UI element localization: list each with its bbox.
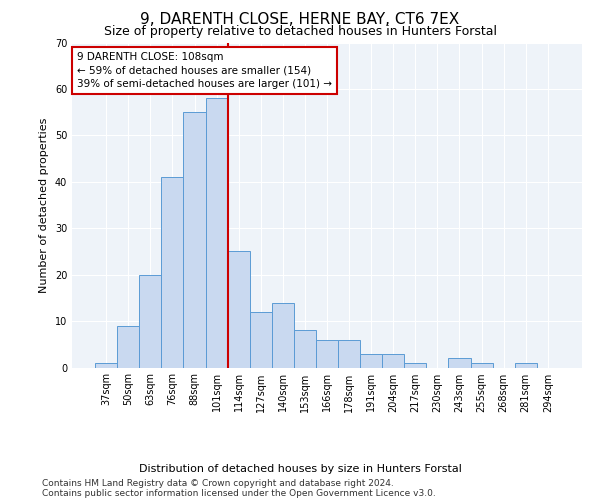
Bar [382, 354, 404, 368]
Bar [184, 112, 206, 368]
Bar [161, 177, 184, 368]
Text: Contains HM Land Registry data © Crown copyright and database right 2024.: Contains HM Land Registry data © Crown c… [42, 479, 394, 488]
Bar [338, 340, 360, 367]
Bar [448, 358, 470, 368]
Bar [95, 363, 117, 368]
Bar [404, 363, 427, 368]
Bar [294, 330, 316, 368]
Bar [272, 302, 294, 368]
Bar [117, 326, 139, 368]
Bar [206, 98, 227, 367]
Text: Contains public sector information licensed under the Open Government Licence v3: Contains public sector information licen… [42, 489, 436, 498]
Text: Size of property relative to detached houses in Hunters Forstal: Size of property relative to detached ho… [104, 25, 497, 38]
Text: 9, DARENTH CLOSE, HERNE BAY, CT6 7EX: 9, DARENTH CLOSE, HERNE BAY, CT6 7EX [140, 12, 460, 28]
Text: 9 DARENTH CLOSE: 108sqm
← 59% of detached houses are smaller (154)
39% of semi-d: 9 DARENTH CLOSE: 108sqm ← 59% of detache… [77, 52, 332, 88]
Bar [515, 363, 537, 368]
Bar [470, 363, 493, 368]
Bar [360, 354, 382, 368]
Bar [227, 252, 250, 368]
Text: Distribution of detached houses by size in Hunters Forstal: Distribution of detached houses by size … [139, 464, 461, 473]
Y-axis label: Number of detached properties: Number of detached properties [39, 118, 49, 292]
Bar [316, 340, 338, 367]
Bar [250, 312, 272, 368]
Bar [139, 274, 161, 368]
